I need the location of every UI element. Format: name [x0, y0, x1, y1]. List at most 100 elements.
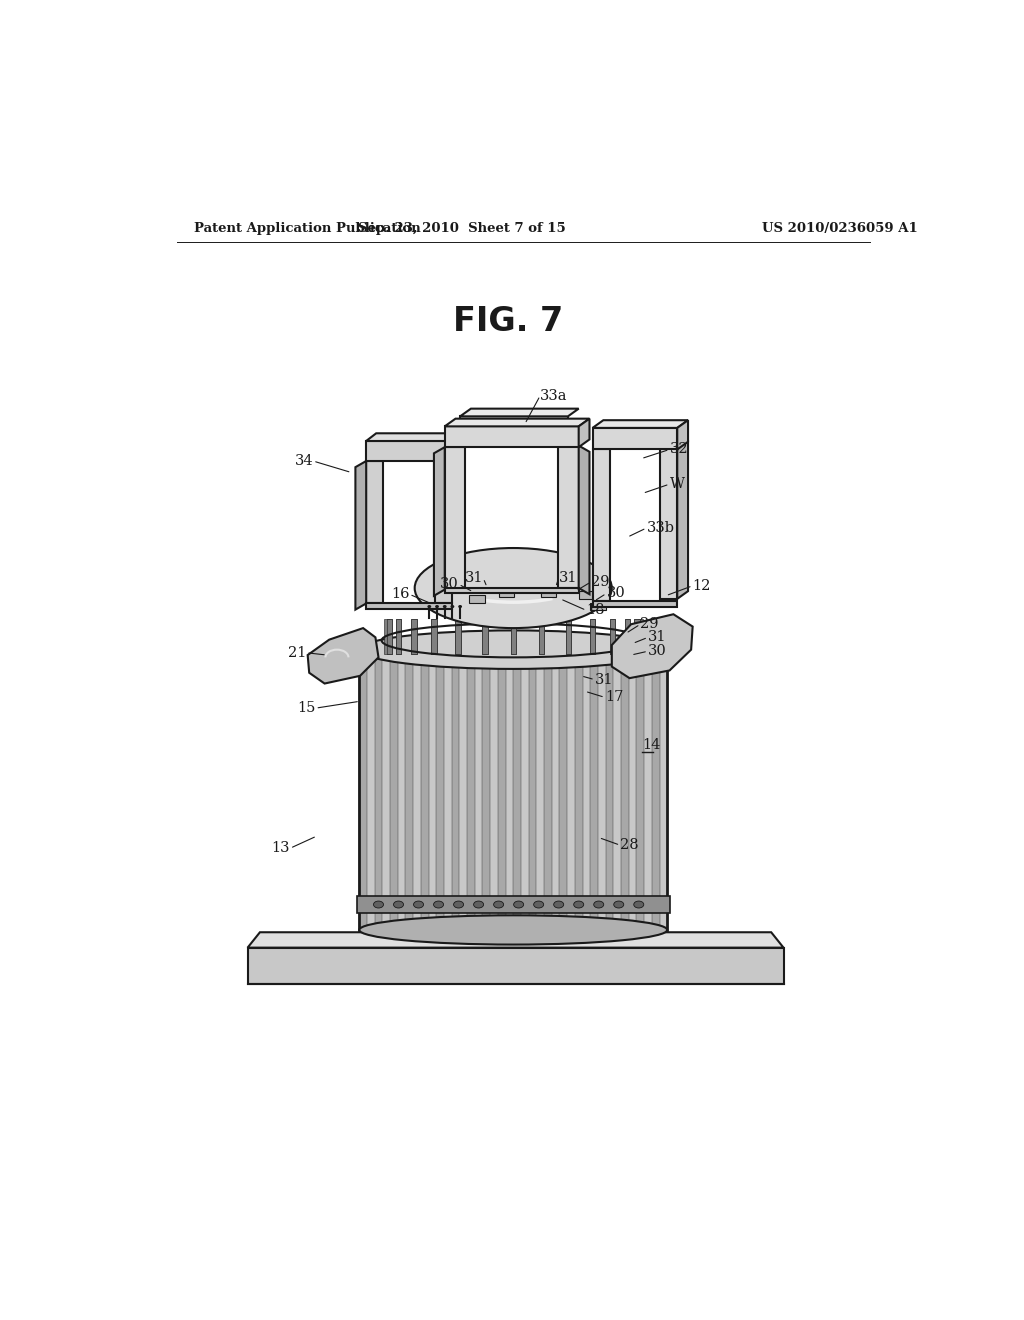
Polygon shape	[367, 461, 383, 603]
Text: 13: 13	[271, 841, 290, 855]
Ellipse shape	[554, 902, 563, 908]
Polygon shape	[367, 603, 453, 609]
Polygon shape	[436, 649, 444, 929]
Polygon shape	[412, 619, 417, 653]
Polygon shape	[521, 649, 528, 929]
Polygon shape	[629, 649, 637, 929]
Text: W: W	[670, 477, 685, 491]
Polygon shape	[579, 446, 590, 594]
Polygon shape	[382, 649, 390, 929]
Polygon shape	[635, 619, 640, 653]
Polygon shape	[444, 426, 579, 447]
Polygon shape	[460, 649, 467, 929]
Text: 16: 16	[391, 587, 410, 601]
Polygon shape	[613, 649, 621, 929]
Polygon shape	[387, 619, 392, 653]
Text: 29: 29	[591, 576, 609, 589]
Polygon shape	[621, 649, 629, 929]
Polygon shape	[544, 649, 552, 929]
Polygon shape	[574, 649, 583, 929]
Polygon shape	[460, 416, 568, 437]
Polygon shape	[559, 649, 567, 929]
Polygon shape	[537, 649, 544, 929]
Polygon shape	[580, 591, 595, 599]
Polygon shape	[456, 619, 461, 653]
Polygon shape	[528, 649, 537, 929]
Polygon shape	[413, 649, 421, 929]
Ellipse shape	[433, 902, 443, 908]
Polygon shape	[412, 619, 417, 653]
Polygon shape	[565, 619, 571, 653]
Text: 31: 31	[595, 673, 613, 686]
Polygon shape	[511, 619, 516, 653]
Ellipse shape	[414, 902, 424, 908]
Polygon shape	[357, 896, 670, 913]
Ellipse shape	[514, 902, 523, 908]
Polygon shape	[435, 461, 453, 603]
Polygon shape	[482, 619, 487, 653]
Text: 29: 29	[640, 618, 658, 631]
Polygon shape	[367, 441, 453, 461]
Polygon shape	[406, 649, 413, 929]
Polygon shape	[475, 649, 482, 929]
Polygon shape	[444, 649, 452, 929]
Polygon shape	[359, 649, 367, 929]
Text: 14: 14	[642, 738, 660, 752]
Polygon shape	[456, 619, 461, 653]
Polygon shape	[593, 428, 677, 449]
Polygon shape	[375, 649, 382, 929]
Text: 32: 32	[670, 442, 688, 457]
Polygon shape	[421, 649, 429, 929]
Ellipse shape	[442, 605, 446, 609]
Polygon shape	[660, 447, 677, 599]
Text: 33a: 33a	[541, 388, 567, 403]
Ellipse shape	[594, 902, 604, 908]
Text: 33b: 33b	[646, 521, 675, 535]
Polygon shape	[605, 649, 613, 929]
Ellipse shape	[451, 605, 455, 609]
Text: 30: 30	[440, 577, 459, 591]
Polygon shape	[498, 649, 506, 929]
Polygon shape	[638, 619, 643, 653]
Polygon shape	[444, 589, 579, 594]
Ellipse shape	[359, 631, 668, 669]
Polygon shape	[469, 595, 484, 603]
Text: US 2010/0236059 A1: US 2010/0236059 A1	[762, 222, 918, 235]
Polygon shape	[590, 619, 595, 653]
Text: 21: 21	[288, 645, 306, 660]
Polygon shape	[429, 649, 436, 929]
Ellipse shape	[573, 902, 584, 908]
Polygon shape	[387, 619, 392, 653]
Polygon shape	[444, 447, 465, 590]
Polygon shape	[460, 409, 579, 416]
Polygon shape	[355, 461, 367, 610]
Polygon shape	[396, 619, 401, 653]
Polygon shape	[444, 418, 590, 426]
Text: 30: 30	[606, 586, 626, 601]
Polygon shape	[590, 649, 598, 929]
Polygon shape	[598, 649, 605, 929]
Polygon shape	[367, 433, 463, 441]
Polygon shape	[248, 948, 783, 983]
Ellipse shape	[435, 605, 439, 609]
Polygon shape	[677, 420, 688, 449]
Polygon shape	[677, 441, 688, 599]
Polygon shape	[434, 447, 444, 595]
Polygon shape	[565, 619, 571, 653]
Ellipse shape	[415, 548, 611, 628]
Polygon shape	[513, 649, 521, 929]
Polygon shape	[248, 932, 783, 948]
Polygon shape	[590, 619, 595, 653]
Text: 34: 34	[295, 454, 313, 469]
Ellipse shape	[613, 902, 624, 908]
Polygon shape	[610, 619, 615, 653]
Polygon shape	[644, 649, 652, 929]
Text: 12: 12	[692, 578, 711, 593]
Ellipse shape	[634, 902, 644, 908]
Polygon shape	[307, 628, 379, 684]
Polygon shape	[431, 619, 436, 653]
Polygon shape	[541, 590, 556, 598]
Polygon shape	[431, 619, 436, 653]
Text: 30: 30	[648, 644, 667, 659]
Text: FIG. 7: FIG. 7	[453, 305, 563, 338]
